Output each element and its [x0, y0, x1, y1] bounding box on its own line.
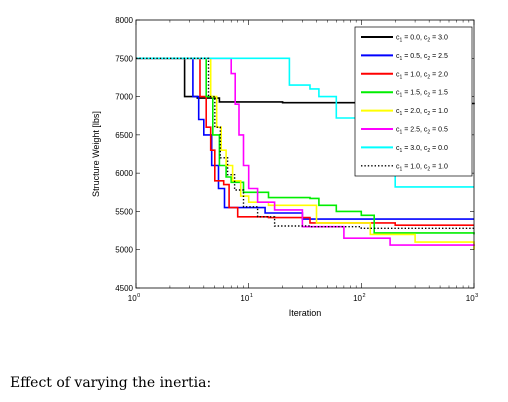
legend-label: c1 = 1.0, c2 = 2.0	[396, 71, 448, 80]
series-line-2	[136, 57, 474, 220]
series-line-4	[136, 57, 475, 235]
caption: Effect of varying the inertia:	[10, 375, 212, 391]
x-tick-label: 102	[353, 293, 365, 303]
y-tick-label: 5500	[115, 207, 133, 216]
legend-label: c1 = 2.5, c2 = 0.5	[396, 127, 448, 136]
legend: c1 = 0.0, c2 = 3.0 c1 = 0.5, c2 = 2.5 c1 =…	[354, 26, 473, 177]
x-tick-label: 100	[128, 293, 140, 303]
legend-label: c1 = 2.0, c2 = 1.0	[396, 108, 448, 117]
y-tick-label: 6500	[115, 131, 133, 140]
y-tick-label: 5000	[115, 246, 133, 255]
series-line-5	[136, 57, 475, 250]
y-tick-label: 6000	[115, 169, 133, 178]
axis-ticks: 4500 5000 5500 6000 6500 7000 7500 8000 100 101 10…	[115, 16, 478, 303]
y-tick-label: 7000	[115, 93, 133, 102]
x-tick-label: 101	[240, 293, 252, 303]
legend-label: c1 = 1.5, c2 = 1.5	[396, 90, 448, 99]
x-tick-label: 103	[466, 293, 478, 303]
plot-frame	[135, 19, 475, 289]
series-line-6	[136, 57, 475, 246]
chart: 4500 5000 5500 6000 6500 7000 7500 8000 100 101 10…	[91, 16, 478, 318]
y-tick-label: 7500	[115, 54, 133, 63]
y-tick-label: 4500	[115, 284, 133, 293]
legend-label: c1 = 0.0, c2 = 3.0	[396, 35, 448, 44]
y-axis-label: Structure Weight [lbs]	[91, 111, 101, 197]
legend-label: c1 = 0.5, c2 = 2.5	[396, 53, 448, 62]
legend-box	[354, 26, 473, 177]
series-line-3	[136, 57, 474, 226]
plot-series	[136, 57, 475, 250]
x-axis-label: Iteration	[289, 308, 322, 318]
y-tick-label: 8000	[115, 16, 133, 25]
legend-label: c1 = 1.0, c2 = 1.0	[396, 163, 448, 172]
legend-label: c1 = 3.0, c2 = 0.0	[396, 145, 448, 154]
